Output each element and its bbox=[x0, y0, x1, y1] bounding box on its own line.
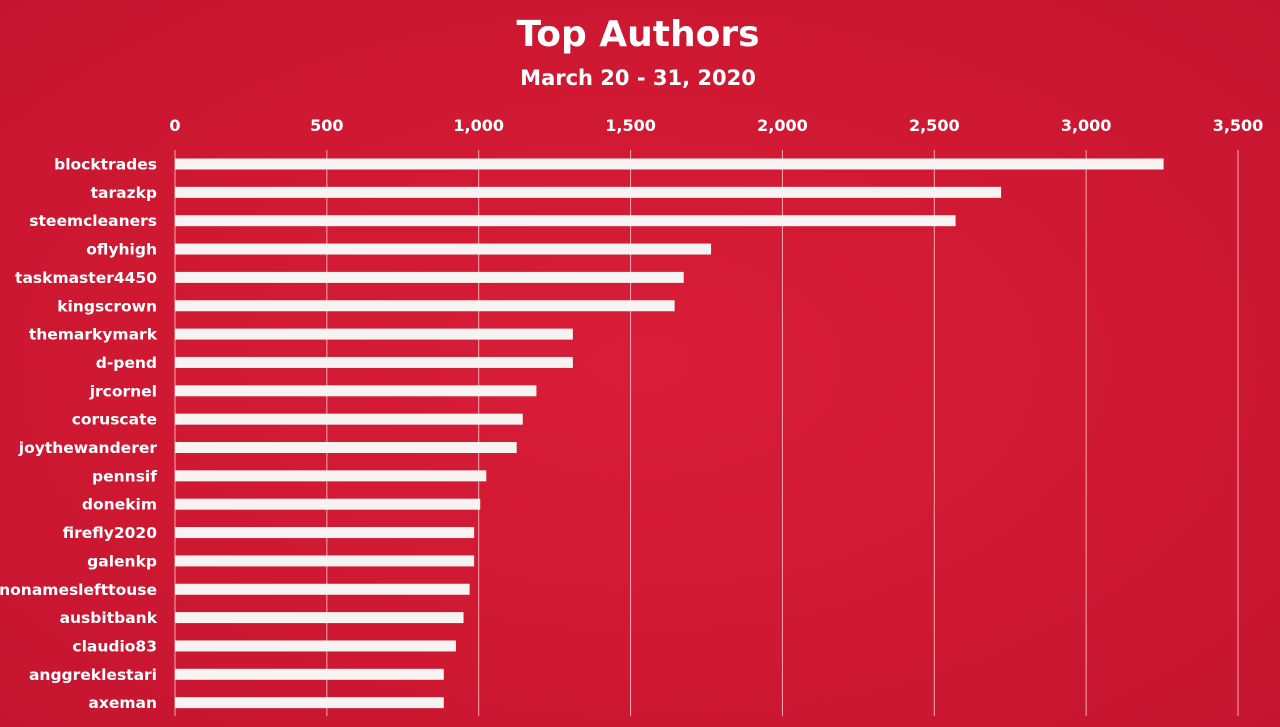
category-label-galenkp: galenkp bbox=[87, 552, 157, 570]
x-axis-ticks: 0 500 1,000 1,500 2,000 2,500 3,000 3,500 bbox=[169, 116, 1263, 135]
category-label-taskmaster4450: taskmaster4450 bbox=[15, 269, 157, 287]
bar-claudio83 bbox=[175, 640, 456, 652]
category-label-nonameslefttouse: nonameslefttouse bbox=[0, 581, 157, 599]
bar-anggreklestari bbox=[175, 668, 444, 680]
x-tick-label: 3,500 bbox=[1213, 116, 1264, 135]
bar-pennsif bbox=[175, 470, 487, 482]
bar-themarkymark bbox=[175, 328, 573, 340]
bar-coruscate bbox=[175, 413, 523, 425]
chart-subtitle: March 20 - 31, 2020 bbox=[520, 66, 756, 90]
bar-axeman bbox=[175, 697, 444, 709]
bar-jrcornel bbox=[175, 385, 537, 397]
bar-steemcleaners bbox=[175, 215, 956, 227]
bar-tarazkp bbox=[175, 186, 1002, 198]
category-label-tarazkp: tarazkp bbox=[91, 184, 157, 202]
category-label-themarkymark: themarkymark bbox=[29, 326, 158, 344]
x-tick-label: 500 bbox=[310, 116, 343, 135]
chart-title: Top Authors bbox=[516, 14, 760, 55]
bar-taskmaster4450 bbox=[175, 271, 684, 283]
gridlines bbox=[174, 150, 1239, 716]
bar-nonameslefttouse bbox=[175, 583, 470, 595]
category-label-axeman: axeman bbox=[88, 694, 157, 712]
bar-kingscrown bbox=[175, 300, 675, 312]
category-label-blocktrades: blocktrades bbox=[54, 156, 157, 174]
x-tick-label: 2,500 bbox=[909, 116, 960, 135]
category-label-kingscrown: kingscrown bbox=[57, 297, 157, 315]
category-label-joythewanderer: joythewanderer bbox=[18, 439, 158, 457]
category-labels: blocktrades tarazkp steemcleaners oflyhigh t… bbox=[0, 156, 158, 713]
category-label-d-pend: d-pend bbox=[96, 354, 157, 372]
category-label-firefly2020: firefly2020 bbox=[63, 524, 158, 542]
bar-d-pend bbox=[175, 356, 573, 368]
category-label-anggreklestari: anggreklestari bbox=[29, 666, 157, 684]
category-label-claudio83: claudio83 bbox=[72, 637, 157, 655]
bar-donekim bbox=[175, 498, 481, 510]
category-label-steemcleaners: steemcleaners bbox=[29, 212, 157, 230]
x-tick-label: 1,000 bbox=[453, 116, 504, 135]
x-tick-label: 1,500 bbox=[605, 116, 656, 135]
category-label-jrcornel: jrcornel bbox=[89, 382, 157, 400]
category-label-donekim: donekim bbox=[82, 496, 157, 514]
category-label-oflyhigh: oflyhigh bbox=[86, 241, 157, 259]
bar-joythewanderer bbox=[175, 442, 517, 453]
category-label-ausbitbank: ausbitbank bbox=[60, 609, 158, 627]
x-tick-label: 2,000 bbox=[757, 116, 808, 135]
bar-ausbitbank bbox=[175, 612, 464, 624]
bar-galenkp bbox=[175, 555, 475, 567]
bar-firefly2020 bbox=[175, 527, 475, 539]
category-label-pennsif: pennsif bbox=[92, 467, 157, 485]
x-tick-label: 0 bbox=[169, 116, 180, 135]
bar-blocktrades bbox=[175, 158, 1164, 170]
x-tick-label: 3,000 bbox=[1061, 116, 1112, 135]
category-label-coruscate: coruscate bbox=[72, 411, 157, 429]
bars bbox=[175, 158, 1164, 709]
bar-oflyhigh bbox=[175, 243, 712, 255]
